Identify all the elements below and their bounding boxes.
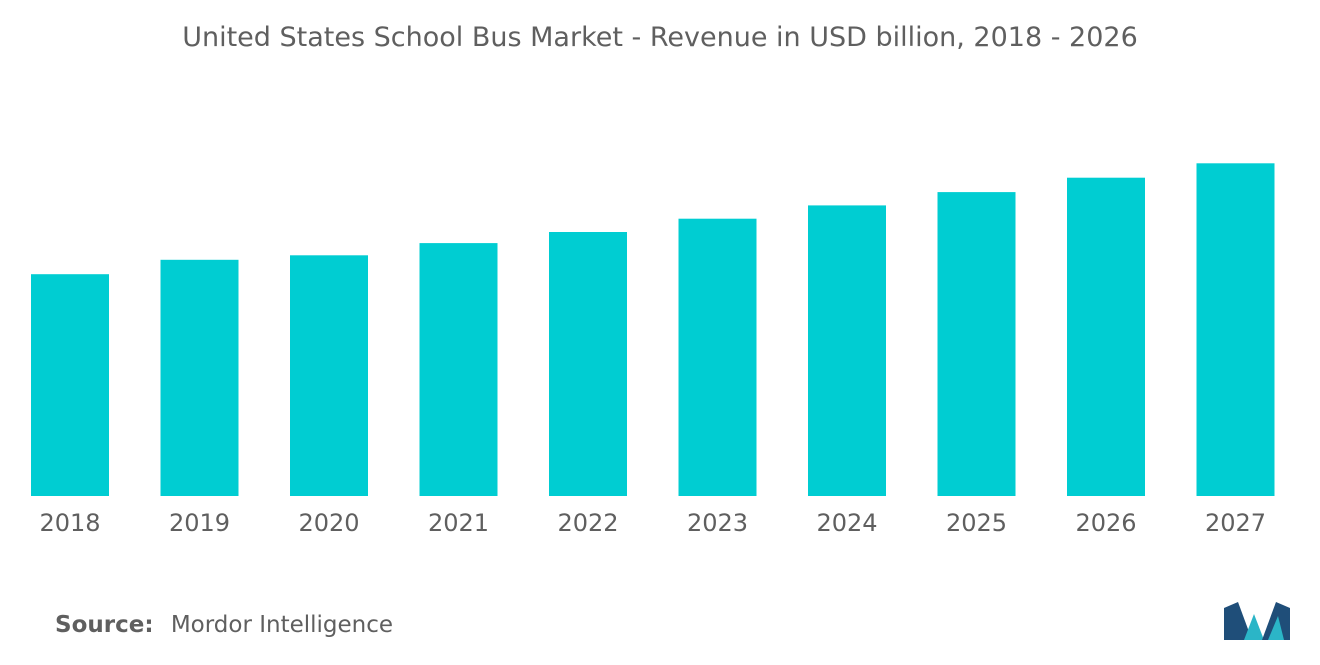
chart-title: United States School Bus Market - Revenu…: [182, 22, 1138, 53]
bar-2021: [419, 243, 498, 496]
bar-2019: [160, 259, 239, 496]
logo-mid-shape: [1244, 614, 1264, 640]
bar-2022: [549, 232, 627, 496]
x-tick-label-2021: 2021: [428, 509, 489, 537]
x-tick-label-2026: 2026: [1075, 509, 1136, 537]
x-tick-label-2019: 2019: [169, 509, 230, 537]
bar-2025: [937, 192, 1016, 496]
bar-2020: [290, 255, 368, 496]
logo-left-shape: [1224, 602, 1252, 640]
source-note: Source: Mordor Intelligence: [55, 612, 393, 638]
x-tick-label-2027: 2027: [1205, 509, 1266, 537]
x-tick-label-2020: 2020: [298, 509, 359, 537]
bar-2018: [31, 274, 109, 496]
x-tick-label-2024: 2024: [816, 509, 877, 537]
mordor-intelligence-logo-icon: [1224, 602, 1290, 640]
x-tick-label-2025: 2025: [946, 509, 1007, 537]
x-tick-label-2023: 2023: [687, 509, 748, 537]
bar-2027: [1196, 163, 1275, 497]
x-tick-labels-group: 2018 2019 2020 2021 2022 2023 2024 2025 2026 2027: [39, 509, 1266, 537]
x-tick-label-2018: 2018: [39, 509, 100, 537]
bar-2023: [678, 218, 757, 496]
bar-2026: [1067, 177, 1145, 496]
x-tick-label-2022: 2022: [557, 509, 618, 537]
source-label: Source:: [55, 612, 154, 638]
logo-accent-shape: [1268, 616, 1284, 640]
bar-2024: [808, 205, 886, 496]
bars-group: [31, 163, 1275, 497]
source-text: Mordor Intelligence: [170, 612, 394, 638]
